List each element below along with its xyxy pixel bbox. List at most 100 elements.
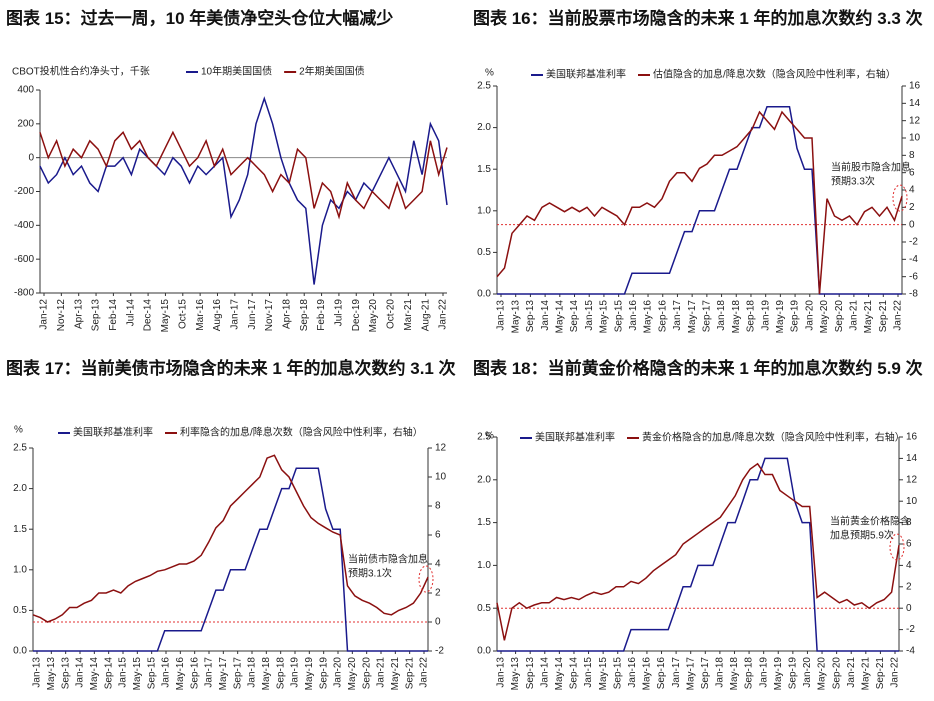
x-tick-label: Sep-17 bbox=[701, 300, 712, 333]
panel: 0.0 0.5 1.0 1.5 2.0 2.5 -8 -6 -4 -2 0 2 4 6 8 10 12 14 16 J… bbox=[467, 0, 934, 350]
x-tick-label: May-18 bbox=[729, 657, 740, 691]
x-tick-label: May-13 bbox=[510, 657, 521, 691]
y-tick-label: -800 bbox=[14, 288, 34, 299]
chart: 0.0 0.5 1.0 1.5 2.0 2.5 -4 -2 0 2 4 6 8 10 12 14 16 Jan-1… bbox=[477, 431, 918, 691]
x-tick-label: Jan-14 bbox=[539, 657, 550, 688]
x-tick-label: Sep-13 bbox=[525, 300, 536, 333]
x-tick-label: May-20 bbox=[368, 299, 379, 333]
annotation: 预期3.1次 bbox=[348, 567, 392, 580]
x-tick-label: Sep-13 bbox=[60, 657, 71, 690]
legend-label: 利率隐含的加息/降息次数（隐含风险中性利率，右轴） bbox=[180, 426, 423, 439]
x-tick-label: May-21 bbox=[863, 300, 874, 334]
y-axis-label: % bbox=[485, 431, 494, 442]
x-tick-label: May-17 bbox=[685, 657, 696, 691]
x-tick-label: Jan-13 bbox=[496, 300, 507, 331]
x-tick-label: May-16 bbox=[643, 300, 654, 334]
y2-tick-label: 8 bbox=[906, 517, 912, 528]
x-tick-label: May-18 bbox=[261, 657, 272, 691]
x-tick-label: May-19 bbox=[304, 657, 315, 691]
y-tick-label: 2.0 bbox=[477, 122, 491, 133]
y-tick-label: 0.5 bbox=[13, 605, 27, 616]
x-tick-label: Sep-19 bbox=[790, 300, 801, 333]
x-tick-label: Sep-16 bbox=[656, 657, 667, 690]
series-line bbox=[32, 454, 429, 623]
x-tick-label: Jan-21 bbox=[849, 300, 860, 331]
x-tick-label: Sep-17 bbox=[700, 657, 711, 690]
y2-tick-label: 2 bbox=[906, 581, 912, 592]
y2-tick-label: -4 bbox=[906, 646, 915, 657]
highlight-circle bbox=[892, 184, 908, 212]
x-tick-label: Aug-21 bbox=[420, 299, 431, 332]
y-axis-label: CBOT投机性合约净头寸，千张 bbox=[12, 65, 150, 78]
x-tick-label: Sep-16 bbox=[189, 657, 200, 690]
y2-tick-label: 2 bbox=[909, 202, 915, 213]
x-tick-label: Sep-20 bbox=[834, 300, 845, 333]
x-tick-label: Jan-20 bbox=[802, 657, 813, 688]
x-tick-label: May-17 bbox=[218, 657, 229, 691]
y-tick-label: -200 bbox=[14, 186, 34, 197]
y2-tick-label: 14 bbox=[909, 98, 921, 109]
x-tick-label: Jan-21 bbox=[846, 657, 857, 688]
y2-tick-label: 12 bbox=[435, 443, 447, 454]
x-tick-label: Jan-22 bbox=[438, 299, 449, 330]
x-tick-label: Jan-16 bbox=[161, 657, 172, 688]
panel: 0.0 0.5 1.0 1.5 2.0 2.5 -4 -2 0 2 4 6 8 10 12 14 16 Jan-1… bbox=[467, 350, 934, 700]
annotation: 当前黄金价格隐含 bbox=[830, 515, 910, 528]
y-tick-label: 2.0 bbox=[477, 474, 491, 485]
chart-title: 图表 15：过去一周，10 年美债净空头仓位大幅减少 bbox=[6, 9, 394, 28]
y-tick-label: 1.5 bbox=[13, 524, 27, 535]
x-tick-label: May-20 bbox=[347, 657, 358, 691]
x-tick-label: May-15 bbox=[599, 300, 610, 334]
x-tick-label: Apr-13 bbox=[73, 299, 84, 329]
x-tick-label: Sep-14 bbox=[103, 657, 114, 690]
y-tick-label: 0.5 bbox=[477, 247, 491, 258]
x-tick-label: Sep-13 bbox=[91, 299, 102, 332]
x-tick-label: May-19 bbox=[773, 657, 784, 691]
annotation: 预期3.3次 bbox=[831, 175, 875, 188]
y2-tick-label: 14 bbox=[906, 453, 918, 464]
x-tick-label: Jan-20 bbox=[333, 657, 344, 688]
x-tick-label: Sep-20 bbox=[361, 657, 372, 690]
y-tick-label: 0 bbox=[28, 152, 34, 163]
y2-tick-label: 16 bbox=[906, 432, 918, 443]
y2-tick-label: -8 bbox=[909, 289, 918, 300]
y-tick-label: 0.0 bbox=[477, 289, 491, 300]
chart: 400 200 0 -200 -400 -600 -800 Jan-12 Nov-12 Apr-1… bbox=[12, 65, 449, 333]
y2-tick-label: 6 bbox=[909, 167, 915, 178]
x-tick-label: Sep-17 bbox=[232, 657, 243, 690]
y-tick-label: 0.0 bbox=[13, 646, 27, 657]
x-tick-label: May-14 bbox=[554, 300, 565, 334]
x-tick-label: Feb-14 bbox=[108, 299, 119, 331]
x-tick-label: Sep-15 bbox=[612, 657, 623, 690]
x-tick-label: Jun-17 bbox=[247, 299, 258, 330]
y2-tick-label: 6 bbox=[435, 530, 441, 541]
x-tick-label: Jan-16 bbox=[627, 657, 638, 688]
x-tick-label: Aug-16 bbox=[212, 299, 223, 332]
y2-tick-label: -4 bbox=[909, 254, 918, 265]
y-axis-label: % bbox=[485, 68, 494, 79]
y-tick-label: 1.5 bbox=[477, 517, 491, 528]
x-tick-label: Jan-17 bbox=[672, 300, 683, 331]
x-tick-label: Sep-18 bbox=[744, 657, 755, 690]
x-tick-label: Sep-14 bbox=[569, 657, 580, 690]
y-tick-label: 1.0 bbox=[477, 205, 491, 216]
x-tick-label: Jan-13 bbox=[496, 657, 507, 688]
x-tick-label: Jan-22 bbox=[893, 300, 904, 331]
x-tick-label: Sep-13 bbox=[525, 657, 536, 690]
x-tick-label: Jan-15 bbox=[583, 657, 594, 688]
highlight-circle bbox=[418, 565, 434, 593]
highlight-circle bbox=[889, 533, 905, 561]
y2-tick-label: 12 bbox=[906, 474, 918, 485]
x-tick-label: May-19 bbox=[775, 300, 786, 334]
x-tick-label: Jan-18 bbox=[715, 657, 726, 688]
series-line bbox=[39, 130, 448, 220]
series-line bbox=[496, 462, 900, 641]
x-tick-label: Jan-15 bbox=[584, 300, 595, 331]
y-tick-label: 0.5 bbox=[477, 603, 491, 614]
x-tick-label: Jan-19 bbox=[290, 657, 301, 688]
y-tick-label: 2.5 bbox=[477, 81, 491, 92]
x-tick-label: Sep-14 bbox=[569, 300, 580, 333]
x-tick-label: Sep-15 bbox=[146, 657, 157, 690]
legend-label: 美国联邦基准利率 bbox=[73, 426, 153, 439]
